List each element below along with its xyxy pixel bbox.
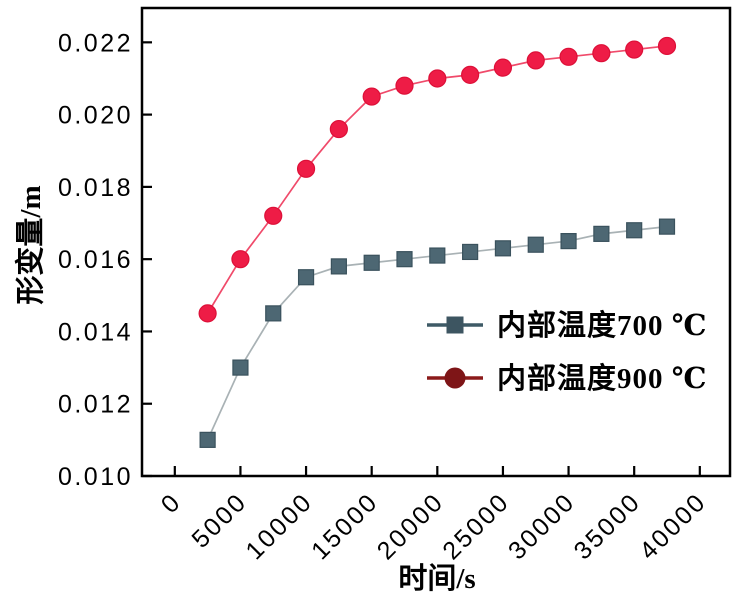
square-marker <box>297 269 315 286</box>
square-marker <box>494 240 512 257</box>
legend-label: 内部温度900 ℃ <box>497 361 708 395</box>
legend-circle-marker <box>444 367 466 389</box>
legend-item-700c: 内部温度700 ℃ <box>427 308 708 342</box>
square-marker <box>527 236 544 253</box>
legend-square-marker <box>446 316 464 334</box>
y-tick-label: 0.016 <box>58 246 133 274</box>
circle-marker <box>329 119 348 139</box>
circle-marker <box>395 76 414 95</box>
circle-marker <box>559 47 578 66</box>
circle-marker <box>231 250 250 269</box>
plot-frame <box>140 6 732 478</box>
square-marker <box>199 431 216 448</box>
y-axis-label: 形变量/m <box>15 185 47 305</box>
y-tick-label: 0.014 <box>58 318 133 346</box>
circle-marker <box>362 87 381 106</box>
circle-marker <box>526 51 545 70</box>
x-tick-label: 35000 <box>569 487 647 565</box>
y-tick-label: 0.020 <box>58 102 133 130</box>
circle-marker <box>657 36 677 56</box>
circle-marker <box>461 65 480 84</box>
y-tick-label: 0.022 <box>58 29 133 57</box>
legend: 内部温度700 ℃ 内部温度900 ℃ <box>427 308 708 395</box>
circle-marker <box>428 69 447 88</box>
x-tick-label: 25000 <box>437 487 515 565</box>
x-tick-label: 10000 <box>241 487 319 565</box>
series-700c <box>199 218 676 448</box>
x-tick-label: 0 <box>156 487 187 518</box>
square-marker <box>363 254 380 271</box>
square-marker <box>462 243 479 261</box>
circle-marker <box>493 58 513 77</box>
x-tick-label: 15000 <box>306 487 384 565</box>
square-marker <box>330 258 347 275</box>
circle-marker <box>198 304 217 323</box>
square-marker <box>560 232 577 250</box>
circle-marker <box>592 44 611 63</box>
legend-label: 内部温度700 ℃ <box>497 308 708 342</box>
x-tick-label: 20000 <box>372 487 450 565</box>
x-tick-label: 40000 <box>634 487 712 565</box>
square-marker <box>658 218 676 235</box>
square-marker <box>593 225 610 242</box>
x-axis-label: 时间/s <box>398 563 476 595</box>
x-tick-label: 30000 <box>503 487 581 565</box>
circle-marker <box>625 40 644 59</box>
square-marker <box>265 305 282 322</box>
circle-marker <box>296 159 316 178</box>
square-marker <box>232 359 249 376</box>
circle-marker <box>264 206 283 225</box>
legend-item-900c: 内部温度900 ℃ <box>427 361 708 395</box>
y-tick-label: 0.012 <box>58 391 133 419</box>
square-marker <box>396 251 413 268</box>
y-tick-label: 0.018 <box>58 174 133 202</box>
square-marker <box>429 247 446 264</box>
y-tick-label: 0.010 <box>58 463 133 491</box>
series-900c <box>198 36 677 323</box>
square-marker <box>626 222 643 239</box>
